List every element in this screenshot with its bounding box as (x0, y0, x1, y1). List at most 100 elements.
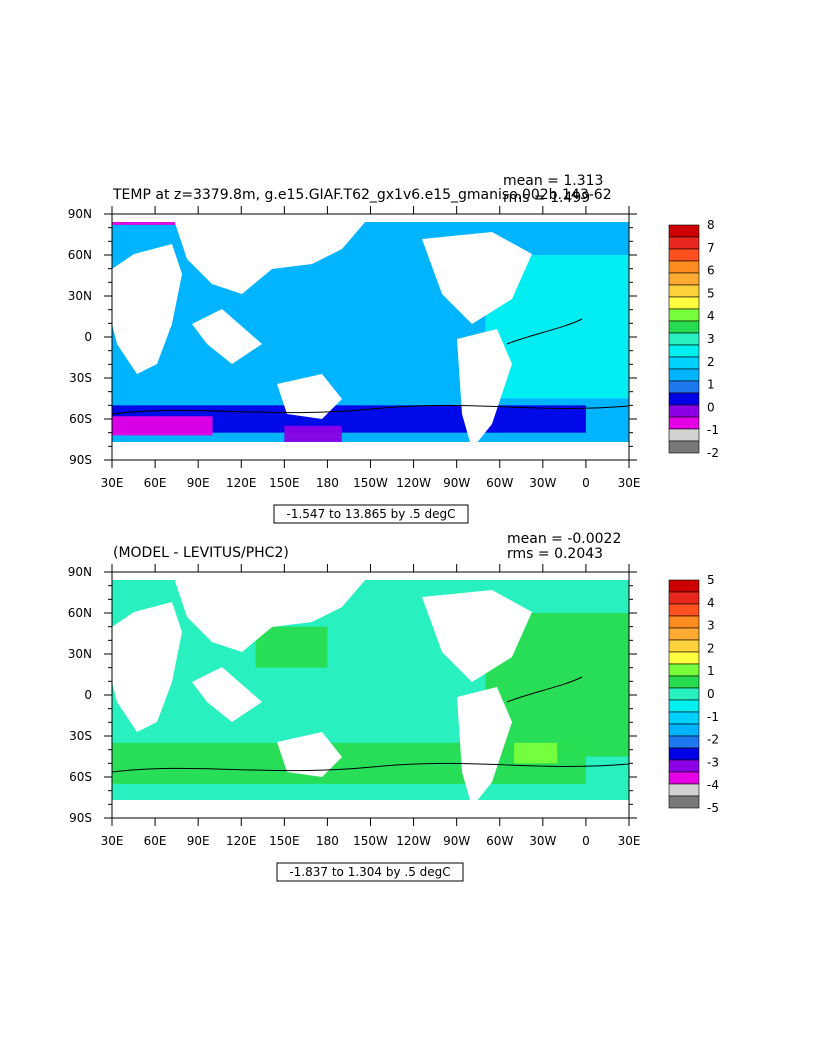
colorbar-swatch (668, 224, 700, 238)
colorbar-swatch (668, 428, 700, 442)
lon-label: 120W (396, 476, 431, 490)
lon-label: 180 (316, 834, 339, 848)
colorbar-label: -1 (707, 710, 719, 724)
colorbar: 5 4 3 2 1 0 -1 -2 -3 -4 -5 (668, 573, 719, 815)
colorbar-label: 3 (707, 619, 715, 633)
lon-label: 120W (396, 834, 431, 848)
anomaly-region (112, 416, 213, 436)
lat-label: 0 (84, 330, 92, 344)
range-box (273, 504, 469, 524)
lon-label: 30E (101, 476, 124, 490)
colorbar-swatch (668, 579, 700, 593)
lat-label: 90N (68, 207, 92, 221)
lat-label: 30N (68, 289, 92, 303)
lon-label: 0 (582, 834, 590, 848)
colorbar-swatch (668, 687, 700, 701)
colorbar-swatch (668, 639, 700, 653)
range-label: -1.837 to 1.304 by .5 degC (289, 865, 450, 879)
map-title: (MODEL - LEVITUS/PHC2) (113, 545, 289, 561)
colorbar-swatch (668, 627, 700, 641)
range-label: -1.547 to 13.865 by .5 degC (287, 507, 456, 521)
lon-label: 150E (269, 834, 300, 848)
map-plot-area: 90N 60N 30N 0 30S 60S 90S 30E 60E 90E 120E 150E 180 1… (68, 206, 641, 490)
colorbar-swatch (668, 723, 700, 737)
land-mask (112, 800, 629, 818)
colorbar-label: -3 (707, 755, 719, 769)
colorbar-swatch (668, 284, 700, 298)
land-mask (172, 572, 372, 652)
colorbar-swatch (668, 356, 700, 370)
colorbar-swatch (668, 248, 700, 262)
anomaly-region (514, 742, 558, 764)
colorbar-label: -2 (707, 446, 719, 460)
lon-label: 60E (144, 476, 167, 490)
lon-label: 30E (101, 834, 124, 848)
colorbar-label: 8 (707, 218, 715, 232)
lat-label: 60N (68, 606, 92, 620)
colorbar-label: 0 (707, 400, 715, 414)
lon-label: 60E (144, 834, 167, 848)
lat-label: 30N (68, 647, 92, 661)
land-mask (112, 214, 629, 222)
lon-label: 30E (618, 476, 641, 490)
colorbar-swatch (668, 416, 700, 430)
colorbar-label: -4 (707, 778, 719, 792)
lon-label: 90W (443, 476, 470, 490)
colorbar-label: 4 (707, 596, 715, 610)
panel-difference: mean = -0.0022 (MODEL - LEVITUS/PHC2) rm… (0, 528, 818, 888)
colorbar-swatch (668, 260, 700, 274)
lat-label: 0 (84, 688, 92, 702)
colorbar-swatch (668, 404, 700, 418)
colorbar-swatch (668, 380, 700, 394)
colorbar-label: -2 (707, 733, 719, 747)
lon-label: 180 (316, 476, 339, 490)
colorbar-swatch (668, 735, 700, 749)
colorbar-label: 1 (707, 664, 715, 678)
lon-label: 90W (443, 834, 470, 848)
land-mask (457, 687, 512, 807)
colorbar-swatch (668, 699, 700, 713)
colorbar-swatch (668, 759, 700, 773)
map-panel-1: mean = 1.313 TEMP at z=3379.8m, g.e15.GI… (68, 173, 719, 524)
colorbar-swatch (668, 272, 700, 286)
anomaly-region (284, 425, 342, 444)
lon-label: 90E (187, 834, 210, 848)
lon-label: 150W (353, 476, 388, 490)
colorbar-swatch (668, 236, 700, 250)
mean-label: mean = 1.313 (503, 173, 603, 189)
map-panel-2: mean = -0.0022 (MODEL - LEVITUS/PHC2) rm… (68, 531, 719, 882)
contour-line (111, 404, 630, 415)
map-title: TEMP at z=3379.8m, g.e15.GIAF.T62_gx1v6.… (112, 187, 612, 203)
land-mask (192, 309, 262, 364)
colorbar-swatch (668, 332, 700, 346)
colorbar-label: 4 (707, 309, 715, 323)
colorbar-swatch (668, 663, 700, 677)
lon-label: 0 (582, 476, 590, 490)
colorbar-label: 1 (707, 378, 715, 392)
colorbar-swatch (668, 440, 700, 454)
contour-line (111, 762, 630, 773)
land-mask (457, 329, 512, 449)
land-mask (172, 214, 372, 294)
lat-label: 60S (69, 770, 92, 784)
colorbar: 8 7 6 5 4 3 2 1 0 -1 -2 (668, 218, 719, 460)
lat-label: 90N (68, 565, 92, 579)
colorbar-label: 2 (707, 641, 715, 655)
mean-label: mean = -0.0022 (507, 531, 621, 547)
colorbar-label: 5 (707, 573, 715, 587)
colorbar-label: 6 (707, 264, 715, 278)
lat-label: 60S (69, 412, 92, 426)
colorbar-swatch (668, 308, 700, 322)
anomaly-region (255, 626, 328, 668)
lat-label: 30S (69, 729, 92, 743)
lon-label: 120E (226, 476, 257, 490)
colorbar-swatch (668, 591, 700, 605)
map-plot-area: 90N 60N 30N 0 30S 60S 90S 30E 60E 90E 120E 150E 180 1… (68, 564, 640, 848)
land-mask (112, 602, 182, 732)
colorbar-label: -1 (707, 423, 719, 437)
lon-label: 150E (269, 476, 300, 490)
land-mask (192, 667, 262, 722)
colorbar-swatch (668, 747, 700, 761)
colorbar-swatch (668, 615, 700, 629)
colorbar-swatch (668, 296, 700, 310)
